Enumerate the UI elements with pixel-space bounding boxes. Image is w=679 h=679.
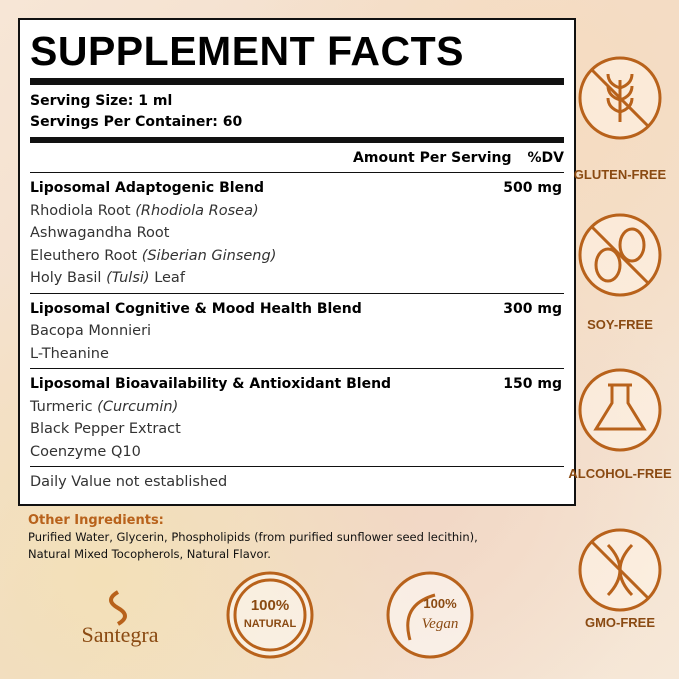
ingredient-note: (Curcumin) xyxy=(97,398,179,415)
column-header: Amount Per Serving %DV xyxy=(30,143,564,173)
ingredient-suffix: Leaf xyxy=(154,270,185,286)
blend-name: Liposomal Bioavailability & Antioxidant … xyxy=(30,376,392,392)
brand: Santegra xyxy=(82,622,159,647)
ingredient-note: (Siberian Ginseng) xyxy=(141,247,277,264)
facts-title: SUPPLEMENT FACTS xyxy=(30,20,564,85)
other-ingredients: Other Ingredients: Purified Water, Glyce… xyxy=(28,512,478,563)
badge-label: ALCOHOL-FREE xyxy=(568,466,672,481)
blend: Liposomal Bioavailability & Antioxidant … xyxy=(30,369,564,467)
facts-panel: SUPPLEMENT FACTS Serving Size: 1 ml Serv… xyxy=(18,18,576,506)
ingredient: Rhodiola Root (Rhodiola Rosea) xyxy=(30,200,564,223)
ingredient-note: (Tulsi) xyxy=(106,270,150,286)
ingredient: Eleuthero Root (Siberian Ginseng) xyxy=(30,245,564,268)
ingredient-name: Rhodiola Root xyxy=(30,202,131,219)
ingredient-name: Eleuthero Root xyxy=(30,247,138,264)
ingredient-line: Purified Water, Glycerin, Phospholipids … xyxy=(28,530,478,544)
serving-size: Serving Size: 1 ml xyxy=(30,93,173,109)
serving-info: Serving Size: 1 ml Servings Per Containe… xyxy=(30,85,564,143)
ingredient-name: Holy Basil xyxy=(30,270,102,286)
ingredient-line: Natural Mixed Tocopherols, Natural Flavo… xyxy=(28,547,271,561)
ingredient-name: Coenzyme Q10 xyxy=(30,443,141,460)
badge-label: SOY-FREE xyxy=(587,317,653,332)
ingredient-name: Ashwagandha Root xyxy=(30,225,170,241)
blend-header: Liposomal Cognitive & Mood Health Blend 3… xyxy=(30,298,564,321)
ingredient-name: Bacopa Monnieri xyxy=(30,323,152,339)
other-lines: Purified Water, Glycerin, Phospholipids … xyxy=(28,529,478,563)
ingredient-name: Turmeric xyxy=(30,398,93,415)
blend-header: Liposomal Adaptogenic Blend 500 mg xyxy=(30,177,564,200)
ingredient-name: L-Theanine xyxy=(30,345,109,362)
blend-name: Liposomal Adaptogenic Blend xyxy=(30,180,265,196)
blend-name: Liposomal Cognitive & Mood Health Blend xyxy=(30,300,362,317)
blend: Liposomal Cognitive & Mood Health Blend 3… xyxy=(30,294,564,369)
amount-header: Amount Per Serving xyxy=(353,150,512,166)
ingredient-note: (Rhodiola Rosea) xyxy=(135,202,259,219)
vegan-pct: 100% xyxy=(423,596,457,611)
blend-amount: 500 mg xyxy=(503,180,562,196)
ingredient: Ashwagandha Root xyxy=(30,222,564,245)
blend-amount: 300 mg xyxy=(503,300,562,317)
ingredient-name: Black Pepper Extract xyxy=(30,421,181,437)
badge-icons xyxy=(109,56,662,659)
ingredient: Black Pepper Extract xyxy=(30,418,564,441)
badge-label: GLUTEN-FREE xyxy=(573,167,667,182)
blend: Liposomal Adaptogenic Blend 500 mg Rhodiol… xyxy=(30,173,564,294)
blend-header: Liposomal Bioavailability & Antioxidant … xyxy=(30,373,564,396)
natural: NATURAL xyxy=(244,618,297,630)
ingredient: Turmeric (Curcumin) xyxy=(30,396,564,419)
ingredient: Coenzyme Q10 xyxy=(30,441,564,464)
ingredient: Holy Basil (Tulsi) Leaf xyxy=(30,267,564,290)
ingredient: L-Theanine xyxy=(30,343,564,366)
vegan: Vegan xyxy=(422,616,459,632)
blends: Liposomal Adaptogenic Blend 500 mg Rhodiol… xyxy=(30,173,564,467)
servings-per-container: Servings Per Container: 60 xyxy=(30,114,243,130)
ingredient: Bacopa Monnieri xyxy=(30,320,564,343)
badge-label: GMO-FREE xyxy=(584,615,656,630)
dv-header: %DV xyxy=(527,150,564,166)
natural-pct: 100% xyxy=(251,597,289,614)
blend-amount: 150 mg xyxy=(503,376,562,392)
other-heading: Other Ingredients: xyxy=(28,513,164,528)
footnote: Daily Value not established xyxy=(30,474,228,490)
